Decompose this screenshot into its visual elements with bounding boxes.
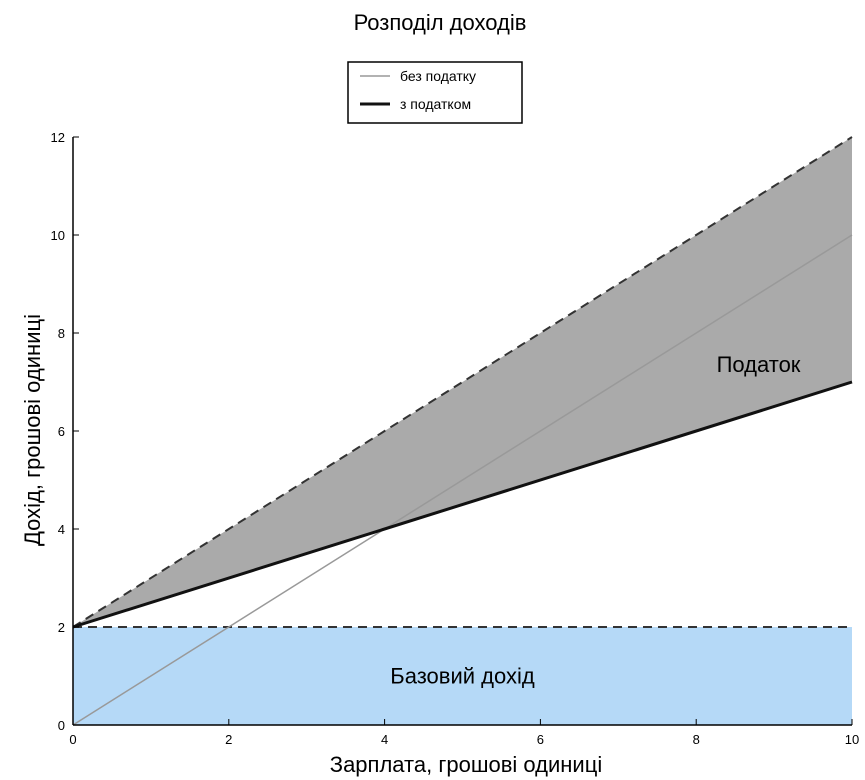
fills-layer [73,137,852,725]
y-tick-label-0: 0 [58,718,65,733]
fill-region-1 [73,627,852,725]
legend-box [347,61,523,124]
y-tick-label-3: 6 [58,424,65,439]
y-tick-label-1: 2 [58,620,65,635]
series-line-0 [72,234,853,726]
y-tick-label-5: 10 [51,228,65,243]
legend-label-without-tax: без податку [400,68,476,84]
y-tick-label-2: 4 [58,522,65,537]
y-tick-label-4: 8 [58,326,65,341]
basic-income-annotation: Базовий дохід [390,663,535,688]
y-tick-label-6: 12 [51,130,65,145]
x-tick-label-1: 2 [225,732,232,747]
x-tick-label-0: 0 [69,732,76,747]
y-axis-label: Дохід, грошові одиниці [20,314,45,546]
legend: без податку з податком [347,61,523,124]
series-line-1 [72,380,853,629]
reference-line-0 [72,136,853,628]
x-tick-label-5: 10 [845,732,859,747]
lines-layer [72,136,853,726]
ticks-layer: 0 2 4 6 8 10 0 2 4 6 8 10 12 [51,130,860,747]
tax-area-annotation: Податок [717,352,801,377]
x-tick-label-4: 8 [693,732,700,747]
x-tick-label-3: 6 [537,732,544,747]
x-axis-label: Зарплата, грошові одиниці [330,752,602,777]
legend-label-with-tax: з податком [400,96,471,112]
x-tick-label-2: 4 [381,732,388,747]
chart-title: Розподіл доходів [354,10,527,35]
